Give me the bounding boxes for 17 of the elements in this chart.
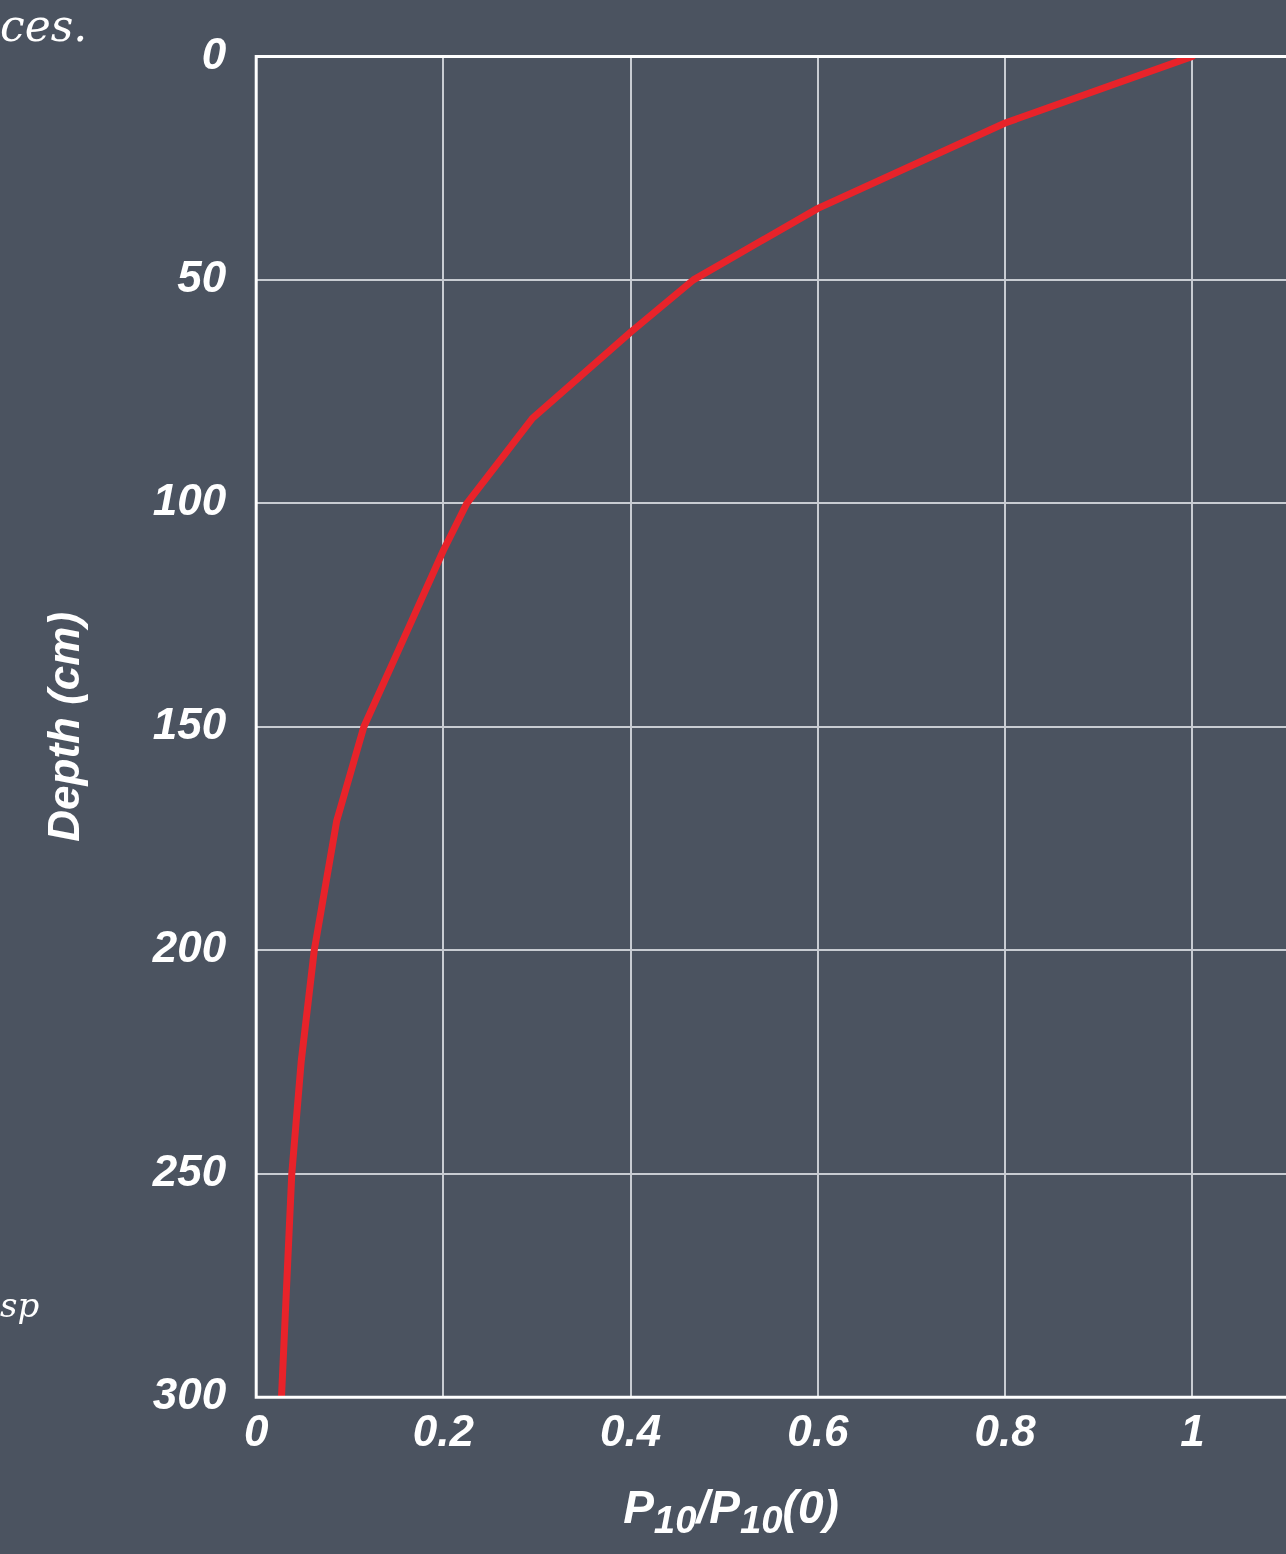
x-tick-label: 0.2: [412, 1405, 475, 1455]
x-tick-label: 1: [1180, 1405, 1205, 1455]
y-tick-label: 200: [151, 922, 227, 972]
y-tick-label: 300: [152, 1369, 227, 1419]
x-tick-label: 0.6: [787, 1405, 850, 1455]
y-tick-label: 100: [152, 475, 227, 525]
x-axis-title: P$_{10}$/P$_{10}$(0): [622, 1480, 840, 1543]
text: sp: [0, 1285, 40, 1325]
y-tick-label: 250: [151, 1145, 227, 1195]
y-tick-label: 0: [201, 28, 227, 78]
x-tick-label: 0.4: [600, 1405, 662, 1455]
x-tick-label: 0.8: [974, 1405, 1037, 1455]
text: ces.: [0, 0, 88, 51]
y-tick-label: 50: [177, 252, 227, 302]
y-axis-title: Depth (cm): [38, 611, 88, 842]
y-tick-label: 150: [152, 698, 227, 748]
x-tick-label: 0: [243, 1405, 269, 1455]
